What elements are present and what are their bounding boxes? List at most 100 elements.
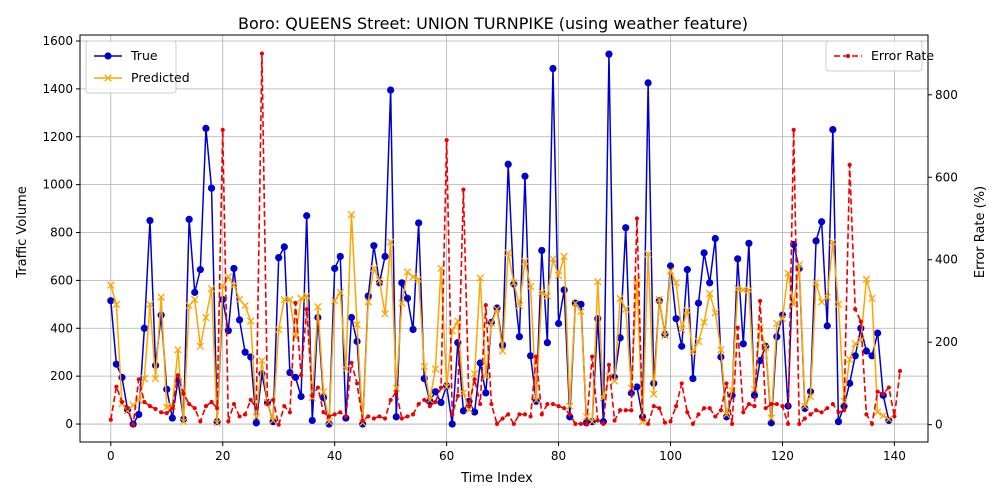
point-true	[521, 172, 529, 180]
point-true	[532, 397, 540, 405]
point-error-rate	[550, 401, 556, 407]
point-predicted	[420, 362, 428, 371]
point-error-rate	[522, 412, 528, 417]
point-error-rate	[875, 389, 880, 394]
y-tick-label: 400	[50, 321, 73, 335]
legend-label: Error Rate	[871, 48, 934, 63]
point-true	[230, 264, 238, 273]
point-true	[767, 419, 775, 427]
y-tick-label: 800	[50, 226, 73, 240]
point-predicted	[549, 255, 557, 263]
point-predicted	[140, 374, 149, 383]
point-predicted	[661, 331, 669, 340]
point-error-rate	[164, 411, 169, 416]
point-error-rate	[735, 325, 740, 330]
point-predicted	[280, 295, 289, 304]
point-predicted	[302, 292, 311, 300]
point-true	[336, 252, 344, 261]
point-error-rate	[679, 381, 684, 386]
point-true	[146, 216, 154, 225]
point-true	[381, 252, 389, 261]
series-layer	[107, 50, 903, 428]
point-predicted	[325, 417, 333, 426]
point-error-rate	[394, 389, 399, 394]
point-predicted	[649, 390, 658, 398]
point-true	[207, 184, 216, 192]
y-right-tick-label: 600	[935, 170, 958, 184]
point-error-rate	[422, 397, 427, 403]
point-error-rate	[841, 408, 847, 413]
point-predicted	[745, 286, 753, 294]
point-true	[834, 418, 843, 426]
point-true	[504, 160, 512, 168]
point-error-rate	[472, 377, 477, 382]
point-predicted	[459, 389, 468, 397]
point-predicted	[571, 299, 580, 307]
point-true	[868, 352, 876, 360]
point-predicted	[364, 298, 373, 306]
point-predicted	[230, 281, 238, 289]
point-true	[739, 340, 747, 348]
point-predicted	[269, 416, 277, 425]
y-axis-label: Traffic Volume	[15, 186, 30, 279]
point-predicted	[414, 275, 423, 283]
point-predicted	[342, 365, 350, 373]
point-error-rate	[248, 397, 253, 403]
point-true	[515, 333, 523, 341]
point-true	[387, 86, 395, 94]
point-predicted	[638, 417, 647, 426]
point-error-rate	[601, 421, 606, 426]
point-predicted	[717, 346, 725, 354]
point-error-rate	[623, 408, 628, 413]
plot-frame	[79, 34, 929, 443]
grid	[80, 35, 928, 442]
point-true	[448, 420, 456, 428]
point-error-rate	[332, 412, 337, 417]
point-error-rate	[203, 404, 209, 409]
point-error-rate	[774, 401, 779, 407]
point-error-rate	[646, 421, 651, 426]
point-true	[700, 249, 708, 257]
point-predicted	[398, 299, 406, 307]
point-true	[471, 408, 479, 416]
point-error-rate	[511, 421, 516, 426]
point-true	[734, 255, 742, 263]
point-true	[398, 279, 406, 287]
point-predicted	[560, 252, 568, 261]
point-error-rate	[634, 216, 640, 221]
point-predicted	[700, 318, 708, 327]
point-error-rate	[416, 401, 421, 407]
point-predicted	[767, 414, 776, 422]
point-predicted	[482, 372, 490, 380]
point-error-rate	[545, 401, 550, 407]
series-line-predicted	[110, 213, 890, 424]
point-predicted	[705, 289, 714, 298]
point-error-rate	[338, 410, 343, 415]
y-tick-label: 1200	[42, 130, 73, 144]
x-tick-label: 20	[215, 449, 230, 463]
point-predicted	[778, 314, 787, 323]
point-predicted	[470, 370, 479, 378]
point-true	[666, 262, 675, 270]
point-error-rate	[528, 414, 533, 419]
point-true	[874, 329, 882, 337]
point-predicted	[677, 325, 686, 334]
point-true	[722, 413, 731, 421]
point-error-rate	[897, 368, 903, 374]
point-predicted	[621, 305, 630, 313]
point-true	[644, 79, 652, 87]
point-error-rate	[881, 391, 886, 396]
point-predicted	[218, 282, 227, 291]
point-error-rate	[399, 416, 404, 421]
legend-left: True Predicted	[85, 40, 190, 94]
point-true	[823, 322, 831, 330]
point-predicted	[314, 302, 322, 311]
point-predicted	[577, 307, 585, 316]
point-error-rate	[455, 393, 460, 398]
point-error-rate	[466, 404, 472, 409]
x-axis-label: Time Index	[460, 471, 533, 486]
point-error-rate	[590, 354, 595, 359]
point-predicted	[510, 279, 518, 287]
point-predicted	[515, 301, 524, 310]
